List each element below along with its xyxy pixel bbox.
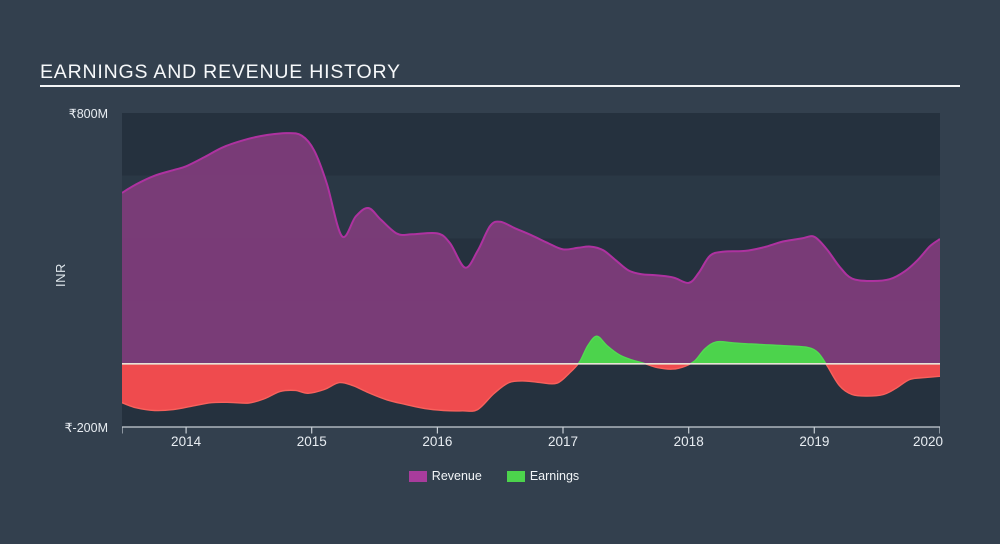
page-title: EARNINGS AND REVENUE HISTORY (40, 61, 401, 83)
x-axis-tick-label: 2014 (171, 434, 202, 449)
legend-item-revenue[interactable]: Revenue (408, 469, 482, 483)
y-axis-min-label: ₹-200M (64, 421, 108, 435)
revenue-swatch-icon (408, 470, 427, 482)
earnings-positive-area (578, 336, 826, 364)
x-axis-tick-label: 2019 (799, 434, 830, 449)
revenue-line (122, 132, 940, 284)
y-axis-max-label: ₹800M (68, 107, 108, 121)
earnings-negative-line (122, 363, 940, 412)
chart-canvas (122, 113, 940, 434)
y-axis-title: INR (53, 263, 68, 287)
x-axis-tick-label: 2016 (422, 434, 453, 449)
legend-item-earnings[interactable]: Earnings (506, 469, 580, 483)
x-axis-tick-label: 2020 (912, 434, 943, 449)
revenue-area (122, 133, 940, 364)
x-axis-tick-label: 2018 (673, 434, 704, 449)
earnings-positive-line (577, 335, 827, 364)
legend-label-revenue: Revenue (431, 469, 482, 483)
x-axis-tick-label: 2017 (548, 434, 579, 449)
legend-label-earnings: Earnings (529, 469, 580, 483)
chart-plot-area (122, 113, 940, 435)
earnings-negative-area (122, 363, 940, 412)
chart-legend: Revenue Earnings (0, 469, 988, 483)
title-divider (40, 85, 960, 87)
x-axis-tick-label: 2015 (296, 434, 327, 449)
earnings-swatch-icon (506, 470, 525, 482)
